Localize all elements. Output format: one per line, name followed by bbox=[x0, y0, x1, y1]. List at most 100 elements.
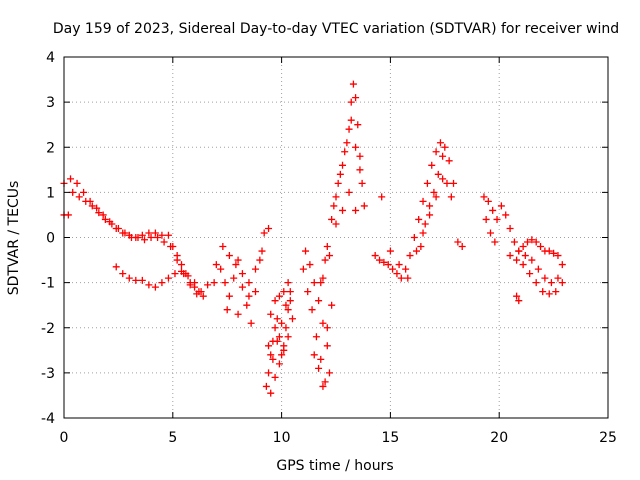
chart-title: Day 159 of 2023, Sidereal Day-to-day VTE… bbox=[53, 21, 619, 37]
data-point bbox=[421, 220, 429, 228]
data-point bbox=[232, 261, 240, 269]
data-point bbox=[395, 261, 403, 269]
data-point bbox=[171, 270, 179, 278]
data-point bbox=[265, 342, 273, 350]
data-point bbox=[526, 270, 534, 278]
data-point bbox=[417, 243, 425, 251]
data-point bbox=[360, 202, 368, 210]
y-axis-title: SDTVAR / TECUs bbox=[6, 181, 22, 296]
data-point bbox=[251, 265, 259, 273]
data-point bbox=[69, 188, 77, 196]
data-point bbox=[167, 243, 175, 251]
data-point bbox=[173, 256, 181, 264]
data-point bbox=[352, 94, 360, 102]
data-point bbox=[184, 272, 192, 280]
data-point bbox=[558, 261, 566, 269]
data-point bbox=[554, 274, 562, 282]
data-point bbox=[267, 351, 275, 359]
data-point bbox=[247, 319, 255, 327]
data-point bbox=[308, 306, 316, 314]
data-point bbox=[312, 333, 320, 341]
data-point bbox=[345, 125, 353, 133]
data-point bbox=[419, 197, 427, 205]
x-tick-label: 15 bbox=[381, 430, 399, 446]
data-point bbox=[539, 288, 547, 296]
data-point bbox=[397, 274, 405, 282]
data-point bbox=[108, 220, 116, 228]
data-point bbox=[325, 252, 333, 260]
data-point bbox=[186, 281, 194, 289]
data-point bbox=[532, 238, 540, 246]
data-point bbox=[125, 274, 133, 282]
data-point bbox=[164, 274, 172, 282]
data-point bbox=[376, 256, 384, 264]
data-point bbox=[541, 274, 549, 282]
data-point bbox=[334, 179, 342, 187]
grid bbox=[64, 57, 608, 418]
data-point bbox=[506, 224, 514, 232]
data-point bbox=[386, 247, 394, 255]
data-point bbox=[178, 267, 186, 275]
data-point bbox=[212, 261, 220, 269]
data-point bbox=[519, 243, 527, 251]
data-point bbox=[245, 292, 253, 300]
data-point bbox=[513, 256, 521, 264]
data-point bbox=[151, 283, 159, 291]
data-point bbox=[436, 139, 444, 147]
data-point bbox=[550, 249, 558, 257]
data-point bbox=[502, 211, 510, 219]
data-point bbox=[339, 206, 347, 214]
data-point bbox=[286, 297, 294, 305]
data-point bbox=[447, 193, 455, 201]
data-point bbox=[532, 279, 540, 287]
data-point bbox=[445, 157, 453, 165]
x-tick-label: 25 bbox=[599, 430, 617, 446]
data-point bbox=[458, 243, 466, 251]
data-point bbox=[528, 256, 536, 264]
data-point bbox=[121, 229, 129, 237]
data-point bbox=[193, 290, 201, 298]
data-point bbox=[306, 261, 314, 269]
data-point bbox=[332, 220, 340, 228]
data-point bbox=[432, 193, 440, 201]
x-tick-label: 5 bbox=[168, 430, 177, 446]
data-point bbox=[330, 202, 338, 210]
data-point bbox=[552, 288, 560, 296]
data-point bbox=[419, 229, 427, 237]
data-point bbox=[328, 215, 336, 223]
data-point bbox=[234, 310, 242, 318]
data-point bbox=[82, 197, 90, 205]
data-point bbox=[423, 179, 431, 187]
data-point bbox=[347, 116, 355, 124]
data-point bbox=[341, 148, 349, 156]
data-point bbox=[256, 256, 264, 264]
data-point bbox=[545, 290, 553, 298]
data-point bbox=[230, 274, 238, 282]
data-point bbox=[75, 193, 83, 201]
data-point bbox=[112, 263, 120, 271]
data-point bbox=[302, 247, 310, 255]
data-point bbox=[80, 188, 88, 196]
data-point bbox=[284, 279, 292, 287]
data-point bbox=[356, 166, 364, 174]
data-point bbox=[132, 276, 140, 284]
data-point bbox=[432, 148, 440, 156]
data-point bbox=[284, 306, 292, 314]
data-point bbox=[347, 98, 355, 106]
data-point bbox=[497, 202, 505, 210]
data-point bbox=[204, 281, 212, 289]
data-point bbox=[319, 382, 327, 390]
data-point bbox=[234, 256, 242, 264]
data-point bbox=[484, 197, 492, 205]
data-point bbox=[343, 139, 351, 147]
data-point bbox=[380, 258, 388, 266]
data-point bbox=[519, 261, 527, 269]
data-point bbox=[262, 382, 270, 390]
data-point bbox=[371, 252, 379, 260]
data-point bbox=[439, 152, 447, 160]
data-point bbox=[434, 170, 442, 178]
data-point bbox=[426, 211, 434, 219]
data-point bbox=[323, 342, 331, 350]
data-point bbox=[275, 333, 283, 341]
data-point bbox=[547, 279, 555, 287]
